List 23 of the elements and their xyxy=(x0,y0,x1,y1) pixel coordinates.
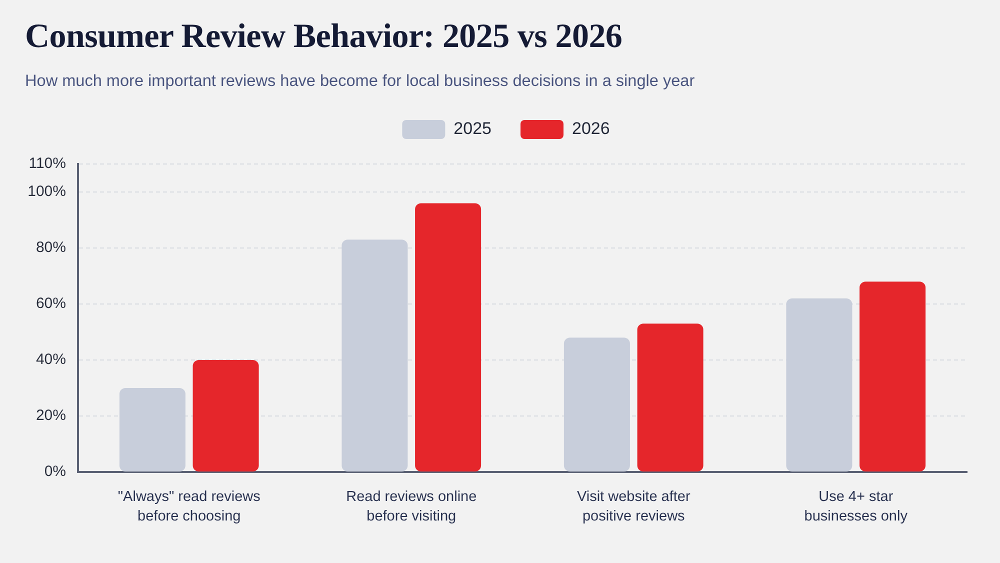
x-tick-label: Use 4+ star businesses only xyxy=(804,488,908,524)
y-tick-label: 20% xyxy=(36,407,66,424)
chart-subtitle: How much more important reviews have become for local business decisions in a single year xyxy=(25,72,695,91)
y-tick-label: 60% xyxy=(36,295,66,312)
y-tick-label: 80% xyxy=(36,239,66,256)
x-tick-label: Read reviews online before visiting xyxy=(346,488,477,524)
bar xyxy=(860,282,926,472)
legend-label: 2026 xyxy=(572,119,610,138)
bar xyxy=(637,324,704,472)
y-tick-label: 0% xyxy=(44,463,66,480)
y-tick-label: 110% xyxy=(28,155,66,172)
y-tick-label: 100% xyxy=(28,183,66,200)
bar xyxy=(415,203,482,472)
y-tick-label: 40% xyxy=(36,351,66,368)
bar xyxy=(786,298,852,472)
bar xyxy=(564,338,630,472)
bar xyxy=(119,388,186,472)
chart-title: Consumer Review Behavior: 2025 vs 2026 xyxy=(25,18,622,56)
bar xyxy=(192,360,259,472)
x-tick-label: "Always" read reviews before choosing xyxy=(118,488,260,524)
x-tick-label: Visit website after positive reviews xyxy=(576,488,690,524)
legend-label: 2025 xyxy=(454,119,492,138)
bar xyxy=(342,240,408,472)
